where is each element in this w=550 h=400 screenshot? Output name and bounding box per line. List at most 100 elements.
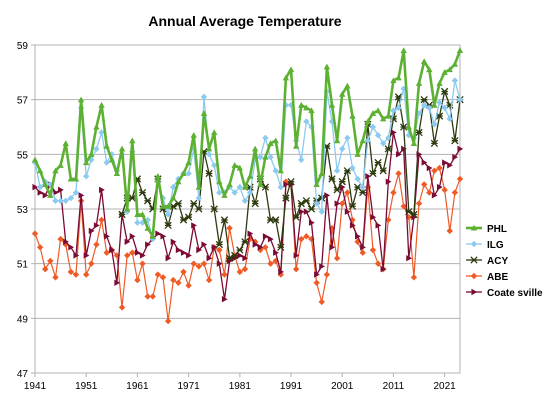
data-point [57, 197, 64, 204]
data-point [93, 241, 100, 248]
data-point [257, 244, 264, 251]
data-point [164, 211, 172, 218]
data-point [144, 224, 151, 231]
series-acy [118, 87, 464, 262]
data-point [246, 189, 254, 196]
data-point [118, 145, 126, 152]
data-point [313, 200, 320, 207]
data-point [99, 186, 105, 194]
data-point [278, 268, 284, 276]
data-point [98, 129, 105, 136]
data-point [57, 162, 64, 168]
data-point [113, 170, 121, 177]
data-point [211, 244, 218, 251]
data-point [103, 142, 110, 149]
data-point [57, 235, 64, 243]
data-point [365, 173, 372, 180]
data-point [308, 219, 315, 226]
x-tick-label: 1961 [126, 381, 149, 392]
data-point [257, 153, 264, 161]
data-point [359, 249, 366, 256]
data-point [47, 192, 54, 198]
data-point [374, 132, 382, 139]
data-point [354, 175, 361, 183]
data-point [343, 167, 352, 175]
data-point [159, 274, 167, 281]
data-point [456, 175, 464, 183]
x-tick-label: 1951 [75, 381, 98, 392]
x-tick-label: 1991 [280, 381, 303, 392]
data-point [114, 279, 121, 286]
data-point [303, 233, 310, 240]
data-point [139, 252, 146, 259]
data-point [216, 260, 223, 267]
y-tick-label: 53 [17, 205, 29, 216]
data-point [446, 66, 453, 73]
data-point [155, 230, 162, 237]
data-point [374, 158, 382, 167]
x-tick-label: 2021 [434, 381, 457, 392]
data-point [83, 252, 90, 259]
data-point [420, 58, 428, 64]
data-point [282, 74, 290, 81]
data-point [236, 246, 244, 254]
data-point [323, 271, 331, 278]
data-point [154, 271, 162, 278]
data-point [145, 241, 151, 248]
data-point [216, 246, 223, 254]
data-point [452, 153, 459, 161]
data-point [67, 194, 75, 202]
data-point [237, 252, 244, 259]
data-point [359, 188, 367, 197]
data-point [410, 274, 418, 281]
y-axis: 47 49 51 53 55 57 59 [17, 41, 35, 380]
data-point [307, 205, 316, 213]
data-point [205, 145, 213, 152]
data-point [308, 107, 315, 114]
data-point [395, 104, 402, 112]
data-point [431, 101, 438, 108]
data-point [98, 101, 105, 108]
data-point [231, 162, 238, 168]
data-point [282, 194, 290, 202]
data-point [298, 101, 305, 108]
data-point [42, 181, 49, 187]
data-point [93, 123, 100, 130]
data-point [118, 210, 126, 219]
y-tick-label: 57 [17, 96, 29, 107]
data-point [415, 80, 423, 86]
data-point [262, 244, 269, 251]
data-point [139, 211, 146, 218]
data-point [379, 140, 387, 147]
y-tick-label: 59 [17, 41, 29, 52]
data-point [170, 194, 177, 201]
data-point [200, 93, 208, 101]
data-point [318, 170, 325, 177]
data-point [390, 189, 397, 196]
data-point [200, 260, 208, 267]
data-point [446, 115, 453, 122]
data-point [236, 183, 244, 191]
data-point [456, 47, 464, 54]
data-point [420, 101, 428, 109]
data-point [129, 137, 136, 144]
x-tick-label: 1941 [24, 381, 47, 392]
x-axis: 1941 1951 1961 1971 1981 1991 2001 2011 2021 [24, 373, 456, 392]
data-point [143, 197, 152, 205]
data-point [67, 268, 75, 276]
data-point [201, 241, 208, 248]
data-point [451, 137, 459, 145]
data-point [185, 282, 192, 289]
data-point [426, 189, 433, 196]
data-point [318, 208, 325, 215]
data-point [247, 230, 254, 237]
data-point [359, 183, 366, 191]
data-point [318, 298, 325, 306]
data-point [210, 205, 218, 213]
series-line [33, 49, 462, 238]
data-point [246, 183, 254, 191]
data-point [430, 139, 439, 148]
data-point [349, 222, 356, 229]
data-point [149, 293, 156, 300]
data-point [257, 181, 264, 187]
